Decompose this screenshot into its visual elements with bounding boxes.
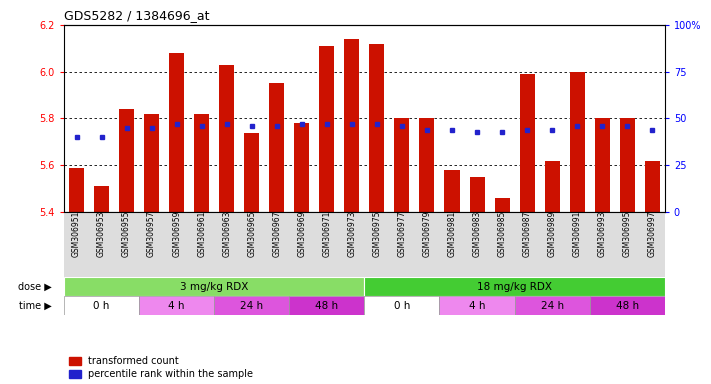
Text: GDS5282 / 1384696_at: GDS5282 / 1384696_at bbox=[64, 9, 210, 22]
Text: 4 h: 4 h bbox=[169, 301, 185, 311]
Bar bbox=[515, 296, 589, 315]
Bar bbox=[139, 296, 214, 315]
Bar bbox=[269, 83, 284, 212]
Bar bbox=[520, 74, 535, 212]
Bar bbox=[289, 296, 365, 315]
Bar bbox=[64, 278, 365, 296]
Text: 3 mg/kg RDX: 3 mg/kg RDX bbox=[180, 282, 248, 292]
Bar bbox=[594, 119, 610, 212]
Bar bbox=[214, 296, 289, 315]
Bar bbox=[645, 161, 660, 212]
Text: 18 mg/kg RDX: 18 mg/kg RDX bbox=[477, 282, 552, 292]
Bar bbox=[395, 119, 410, 212]
Text: 4 h: 4 h bbox=[469, 301, 486, 311]
Bar bbox=[69, 167, 84, 212]
Text: time ▶: time ▶ bbox=[19, 301, 52, 311]
Bar bbox=[294, 123, 309, 212]
Text: 24 h: 24 h bbox=[540, 301, 564, 311]
Bar bbox=[94, 186, 109, 212]
Bar bbox=[119, 109, 134, 212]
Bar bbox=[365, 278, 665, 296]
Bar bbox=[545, 161, 560, 212]
Bar bbox=[570, 72, 584, 212]
Bar bbox=[194, 114, 209, 212]
Bar bbox=[620, 119, 635, 212]
Bar bbox=[319, 46, 334, 212]
Text: 48 h: 48 h bbox=[315, 301, 338, 311]
Bar bbox=[219, 65, 234, 212]
Bar bbox=[169, 53, 184, 212]
Bar bbox=[439, 296, 515, 315]
Text: dose ▶: dose ▶ bbox=[18, 282, 52, 292]
Bar bbox=[469, 177, 485, 212]
Bar bbox=[370, 44, 385, 212]
Bar bbox=[444, 170, 459, 212]
Text: 24 h: 24 h bbox=[240, 301, 263, 311]
Bar bbox=[365, 296, 439, 315]
Bar bbox=[64, 296, 139, 315]
Bar bbox=[495, 198, 510, 212]
Bar bbox=[589, 296, 665, 315]
Bar bbox=[245, 132, 260, 212]
Text: 48 h: 48 h bbox=[616, 301, 638, 311]
Text: 0 h: 0 h bbox=[394, 301, 410, 311]
Legend: transformed count, percentile rank within the sample: transformed count, percentile rank withi… bbox=[69, 356, 253, 379]
Text: 0 h: 0 h bbox=[93, 301, 109, 311]
Bar bbox=[419, 119, 434, 212]
Bar bbox=[344, 39, 359, 212]
Bar bbox=[144, 114, 159, 212]
